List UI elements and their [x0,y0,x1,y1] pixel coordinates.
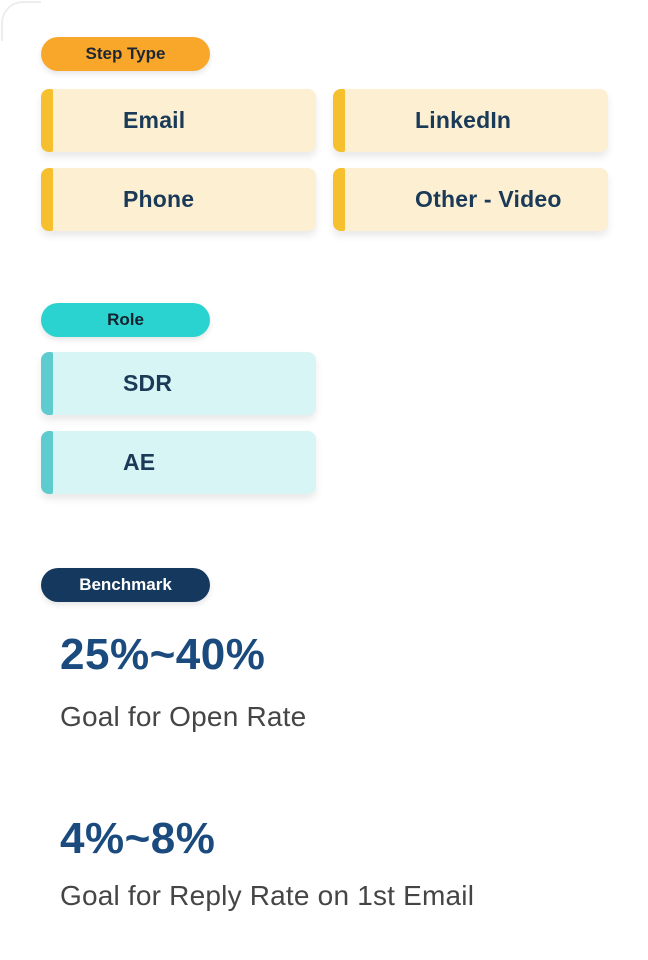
step-type-option-email[interactable]: Email [41,89,316,152]
card-label: AE [123,449,156,475]
reply-rate-goal-caption: Goal for Reply Rate on 1st Email [60,880,475,911]
role-option-sdr[interactable]: SDR [41,352,316,415]
card-label: Other - Video [415,186,562,212]
card-accent-bar [41,431,53,494]
open-rate-goal-caption: Goal for Open Rate [60,701,307,732]
card-accent-bar [333,89,345,152]
card-accent-bar [41,168,53,231]
card-label: LinkedIn [415,107,512,133]
step-type-badge: Step Type [41,37,210,71]
role-option-ae[interactable]: AE [41,431,316,494]
card-accent-bar [333,168,345,231]
card-accent-bar [41,89,53,152]
card-label: SDR [123,370,173,396]
panel-corner-border [1,1,41,41]
benchmark-badge: Benchmark [41,568,210,602]
step-type-option-phone[interactable]: Phone [41,168,316,231]
card-accent-bar [41,352,53,415]
reply-rate-goal-value: 4%~8% [60,814,216,863]
open-rate-goal-value: 25%~40% [60,630,266,679]
step-type-option-other-video[interactable]: Other - Video [333,168,608,231]
step-type-option-linkedin[interactable]: LinkedIn [333,89,608,152]
card-label: Phone [123,186,195,212]
card-label: Email [123,107,186,133]
role-badge: Role [41,303,210,337]
